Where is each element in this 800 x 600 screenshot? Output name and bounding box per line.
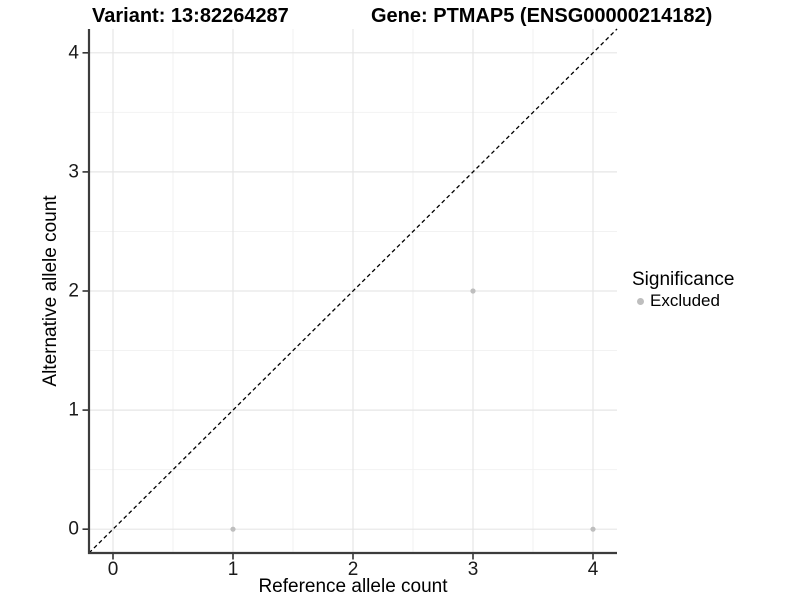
y-tick-label: 0 [68,519,79,540]
x-tick-label: 1 [228,559,239,580]
data-point [590,526,596,532]
data-point [470,288,476,294]
variant-title: Variant: 13:82264287 [92,5,289,27]
data-point [230,526,236,532]
x-tick-label: 2 [348,559,359,580]
legend-item-excluded: Excluded [632,292,734,310]
y-tick-label: 2 [68,281,79,302]
y-tick-label: 3 [68,161,79,182]
legend-key-dot-icon [637,297,644,305]
identity-line [88,28,618,554]
gene-title: Gene: PTMAP5 (ENSG00000214182) [371,5,713,27]
legend-title: Significance [632,269,735,290]
x-tick-label: 4 [588,559,599,580]
x-axis-title: Reference allele count [258,576,448,597]
y-tick-label: 1 [68,400,79,421]
y-axis-title: Alternative allele count [40,195,61,387]
x-tick-label: 3 [468,559,479,580]
x-tick-label: 0 [108,559,119,580]
legend: Significance Excluded [632,268,734,310]
y-tick-label: 4 [68,42,79,63]
legend-item-label: Excluded [650,291,720,310]
